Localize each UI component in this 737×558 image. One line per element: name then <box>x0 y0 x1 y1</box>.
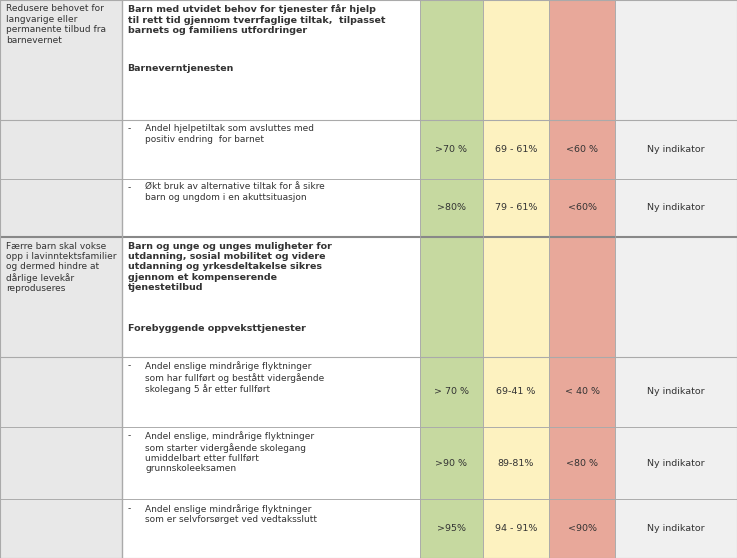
FancyBboxPatch shape <box>615 120 737 179</box>
Text: Andel hjelpetiltak som avsluttes med
positiv endring  for barnet: Andel hjelpetiltak som avsluttes med pos… <box>145 124 314 144</box>
Text: 69 - 61%: 69 - 61% <box>495 145 537 154</box>
Text: 89-81%: 89-81% <box>497 459 534 468</box>
FancyBboxPatch shape <box>549 120 615 179</box>
FancyBboxPatch shape <box>549 237 615 357</box>
Text: 69-41 %: 69-41 % <box>496 387 536 397</box>
Text: Ny indikator: Ny indikator <box>647 387 705 397</box>
FancyBboxPatch shape <box>0 0 122 120</box>
Text: -: - <box>128 124 130 133</box>
Text: <60 %: <60 % <box>566 145 598 154</box>
FancyBboxPatch shape <box>549 179 615 237</box>
FancyBboxPatch shape <box>122 427 420 499</box>
Text: Barneverntjenesten: Barneverntjenesten <box>128 64 234 73</box>
FancyBboxPatch shape <box>122 0 420 120</box>
Text: >95%: >95% <box>437 524 466 533</box>
FancyBboxPatch shape <box>615 179 737 237</box>
Text: Andel enslige mindrårige flyktninger
som er selvforsørget ved vedtaksslutt: Andel enslige mindrårige flyktninger som… <box>145 504 317 524</box>
Text: 94 - 91%: 94 - 91% <box>495 524 537 533</box>
Text: Ny indikator: Ny indikator <box>647 524 705 533</box>
FancyBboxPatch shape <box>420 357 483 427</box>
FancyBboxPatch shape <box>0 120 122 179</box>
Text: Barn og unge og unges muligheter for
utdanning, sosial mobilitet og videre
utdan: Barn og unge og unges muligheter for utd… <box>128 242 332 292</box>
FancyBboxPatch shape <box>0 179 122 237</box>
FancyBboxPatch shape <box>483 179 549 237</box>
FancyBboxPatch shape <box>420 427 483 499</box>
Text: Økt bruk av alternative tiltak for å sikre
barn og ungdom i en akuttsituasjon: Økt bruk av alternative tiltak for å sik… <box>145 183 325 203</box>
FancyBboxPatch shape <box>615 357 737 427</box>
FancyBboxPatch shape <box>615 237 737 357</box>
FancyBboxPatch shape <box>420 179 483 237</box>
FancyBboxPatch shape <box>549 357 615 427</box>
FancyBboxPatch shape <box>549 499 615 558</box>
FancyBboxPatch shape <box>615 0 737 120</box>
FancyBboxPatch shape <box>0 357 122 427</box>
FancyBboxPatch shape <box>122 499 420 558</box>
Text: Andel enslige mindrårige flyktninger
som har fullført og bestått vidergående
sko: Andel enslige mindrårige flyktninger som… <box>145 362 324 395</box>
Text: Ny indikator: Ny indikator <box>647 203 705 213</box>
FancyBboxPatch shape <box>122 120 420 179</box>
FancyBboxPatch shape <box>122 179 420 237</box>
Text: >90 %: >90 % <box>436 459 467 468</box>
Text: 79 - 61%: 79 - 61% <box>495 203 537 213</box>
Text: <90%: <90% <box>567 524 597 533</box>
FancyBboxPatch shape <box>549 0 615 120</box>
Text: Forebyggende oppveksttjenester: Forebyggende oppveksttjenester <box>128 324 305 333</box>
FancyBboxPatch shape <box>483 120 549 179</box>
Text: > 70 %: > 70 % <box>434 387 469 397</box>
FancyBboxPatch shape <box>483 0 549 120</box>
FancyBboxPatch shape <box>122 357 420 427</box>
FancyBboxPatch shape <box>122 237 420 357</box>
Text: >70 %: >70 % <box>436 145 467 154</box>
FancyBboxPatch shape <box>420 120 483 179</box>
FancyBboxPatch shape <box>0 237 122 357</box>
FancyBboxPatch shape <box>420 0 483 120</box>
Text: < 40 %: < 40 % <box>565 387 600 397</box>
Text: Ny indikator: Ny indikator <box>647 459 705 468</box>
Text: -: - <box>128 431 130 440</box>
FancyBboxPatch shape <box>420 499 483 558</box>
FancyBboxPatch shape <box>615 427 737 499</box>
Text: Færre barn skal vokse
opp i lavinntektsfamilier
og dermed hindre at
dårlige leve: Færre barn skal vokse opp i lavinntektsf… <box>6 242 116 294</box>
Text: >80%: >80% <box>437 203 466 213</box>
FancyBboxPatch shape <box>483 499 549 558</box>
FancyBboxPatch shape <box>483 237 549 357</box>
FancyBboxPatch shape <box>615 499 737 558</box>
Text: -: - <box>128 183 130 192</box>
FancyBboxPatch shape <box>0 427 122 499</box>
Text: Andel enslige, mindrårige flyktninger
som starter vidergående skolegang
umiddelb: Andel enslige, mindrårige flyktninger so… <box>145 431 314 473</box>
Text: Barn med utvidet behov for tjenester får hjelp
til rett tid gjennom tverrfaglige: Barn med utvidet behov for tjenester får… <box>128 4 385 35</box>
FancyBboxPatch shape <box>420 237 483 357</box>
FancyBboxPatch shape <box>483 357 549 427</box>
FancyBboxPatch shape <box>0 499 122 558</box>
Text: <80 %: <80 % <box>566 459 598 468</box>
Text: Ny indikator: Ny indikator <box>647 145 705 154</box>
FancyBboxPatch shape <box>483 427 549 499</box>
Text: Redusere behovet for
langvarige eller
permanente tilbud fra
barnevernet: Redusere behovet for langvarige eller pe… <box>6 4 106 45</box>
Text: -: - <box>128 362 130 371</box>
Text: -: - <box>128 504 130 513</box>
FancyBboxPatch shape <box>549 427 615 499</box>
Text: <60%: <60% <box>567 203 597 213</box>
